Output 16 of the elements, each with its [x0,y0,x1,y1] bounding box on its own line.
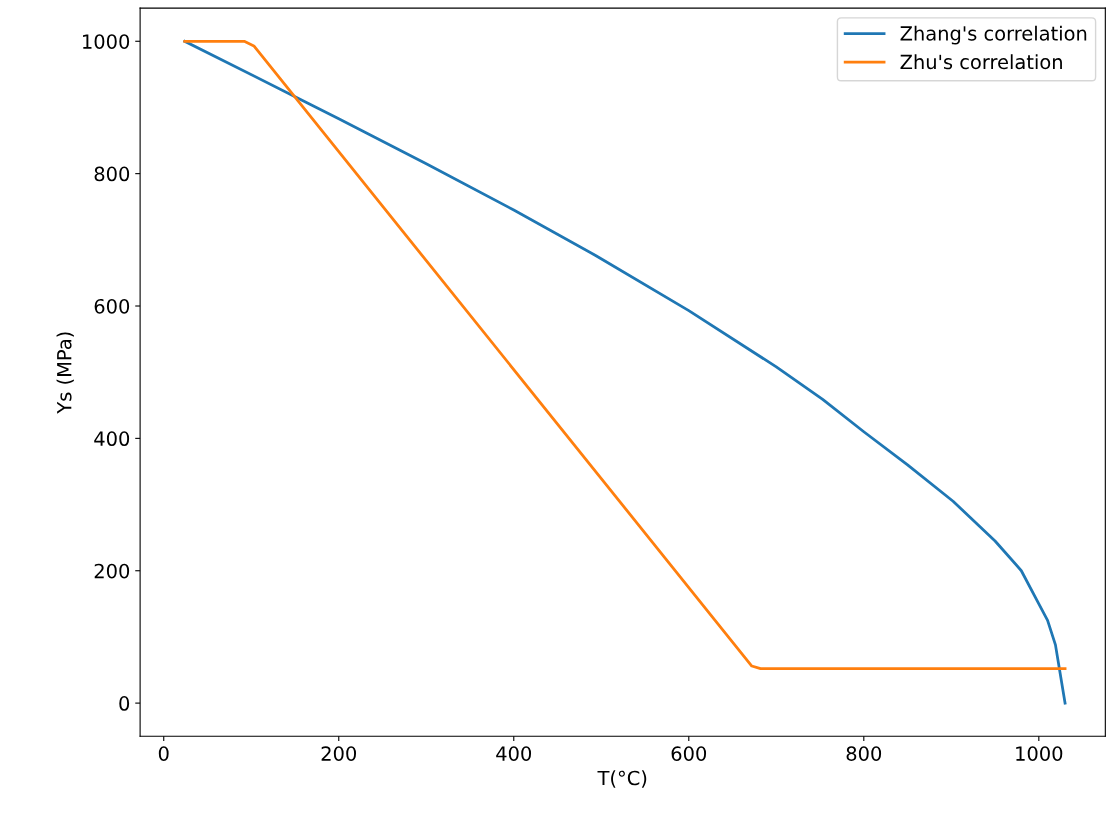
x-tick-label: 400 [496,746,532,761]
y-tick-label: 200 [94,563,130,579]
y-tick-label: 400 [94,431,130,447]
y-tick-label: 0 [119,696,130,711]
y-tick-label: 800 [94,166,130,182]
y-axis-title: Ys (MPa) [56,332,74,414]
legend-label: Zhu's correlation [900,54,1062,70]
y-tick-label: 600 [94,298,130,314]
x-axis-title: T(°C) [597,770,647,788]
legend-label: Zhang's correlation [900,25,1087,45]
x-tick-label: 0 [158,746,169,761]
x-tick-label: 200 [321,746,357,761]
y-tick-label: 1000 [83,34,130,49]
x-tick-label: 1000 [1016,746,1063,761]
x-tick-label: 600 [671,746,707,761]
x-tick-label: 800 [846,746,882,761]
